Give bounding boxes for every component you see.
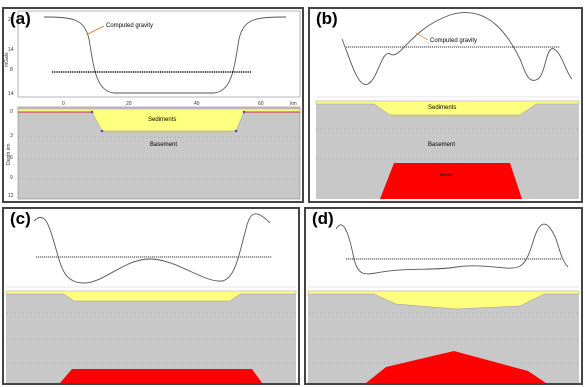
panel-a-ytick-4: 14 <box>8 91 14 97</box>
panel-a-sediments-label: Sediments <box>148 117 176 123</box>
panel-c-sediments <box>5 290 297 302</box>
panel-b-sediments <box>315 100 580 116</box>
panel-b-mantle <box>380 163 522 199</box>
panel-a-ytick-2: 14 <box>8 47 14 53</box>
panel-a-dtick-4: 9 <box>10 175 13 181</box>
panel-a-ytick-1: 20 <box>8 17 14 23</box>
panel-c-mantle <box>60 369 262 383</box>
panel-a-depth-label: Depth km <box>6 144 12 165</box>
panel-d-computed-gravity-curve <box>335 223 569 275</box>
panel-b: (b) Computed gravity Sediments Basement … <box>308 7 583 203</box>
panel-a-dtick-2: 3 <box>10 133 13 139</box>
panel-d: (d) <box>304 207 583 385</box>
panel-b-basement-label: Basement <box>428 142 455 148</box>
panel-a-computed-gravity-curve <box>43 16 287 94</box>
panel-b-arrow <box>415 32 429 41</box>
panel-a-ytick-3: 8 <box>10 67 13 73</box>
panel-a-figure: Computed gravity 20 14 8 14 mGals 0 20 4… <box>4 10 301 200</box>
panel-a-gravity-label: Computed gravity <box>106 23 153 29</box>
panel-a-basement-label: Basement <box>150 142 177 148</box>
panel-d-mantle <box>366 351 546 383</box>
panel-c-tag: (c) <box>10 209 31 228</box>
panel-a-yaxis-label: mGals <box>4 52 10 67</box>
panel-c-computed-gravity-curve <box>33 213 271 284</box>
panel-b-mantle-label: Mantle <box>440 172 453 177</box>
panel-c: (c) <box>2 207 300 385</box>
panel-b-gravity-label: Computed gravity <box>430 38 477 44</box>
panel-a-arrow <box>87 25 105 35</box>
panel-a-tag: (a) <box>10 9 31 28</box>
panel-d-sediments <box>307 290 580 310</box>
panel-b-computed-gravity-curve <box>341 12 573 85</box>
panel-a: (a) Computed gravity 20 14 8 14 mGals 0 … <box>2 7 304 203</box>
panel-c-basement <box>6 291 296 383</box>
panel-a-xtick-2: 20 <box>126 101 132 107</box>
panel-a-dtick-5: 12 <box>8 193 14 199</box>
panel-d-tag: (d) <box>312 209 334 228</box>
panel-c-figure <box>5 213 297 383</box>
panel-a-xtick-1: 0 <box>62 101 65 107</box>
panel-a-dtick-1: 0 <box>10 109 13 115</box>
panel-a-xunit: km <box>290 101 297 107</box>
panel-a-dtick-3: 6 <box>10 155 13 161</box>
panel-a-xtick-4: 60 <box>258 101 264 107</box>
panel-b-sediments-label: Sediments <box>428 105 456 111</box>
panel-b-tag: (b) <box>316 9 338 28</box>
panel-d-figure <box>307 223 580 383</box>
panel-a-xtick-3: 40 <box>194 101 200 107</box>
panel-b-figure: Computed gravity Sediments Basement Mant… <box>315 11 580 199</box>
